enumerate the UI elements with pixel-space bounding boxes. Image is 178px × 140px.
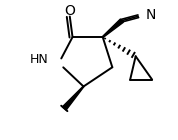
Text: N: N [145, 8, 156, 22]
Polygon shape [62, 86, 84, 110]
Polygon shape [102, 19, 123, 38]
Text: HN: HN [30, 52, 49, 66]
Text: O: O [64, 4, 75, 18]
